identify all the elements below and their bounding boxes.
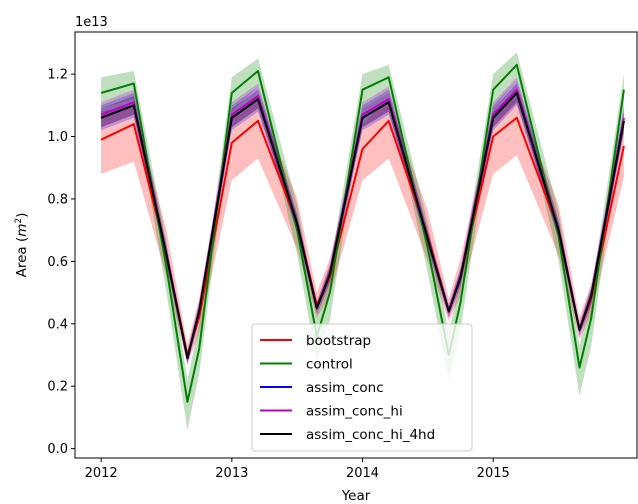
legend: bootstrap control assim_conc assim_conc_hia… — [251, 323, 473, 452]
series-lines — [100, 63, 625, 403]
band-bootstrap — [101, 96, 624, 365]
legend-frame — [251, 323, 473, 452]
legend-label-control: control — [306, 357, 353, 373]
line-assim_conc_hi_4hd — [100, 91, 625, 360]
y-tick-label: 1.2 — [47, 68, 68, 83]
y-tick-label: 0.0 — [47, 442, 68, 457]
uncertainty-bands — [101, 52, 624, 430]
legend-label-assim_conc_hi_4hd: assim_conc_hi_4hd — [306, 427, 435, 443]
x-tick-label: 2012 — [85, 466, 118, 481]
y-offset-label: 1e13 — [75, 15, 108, 30]
legend-label-bootstrap: bootstrap — [306, 333, 371, 349]
y-axis-label-unit-exponent: 2 — [14, 218, 24, 224]
y-tick-label: 0.8 — [47, 192, 68, 207]
x-tick-label: 2015 — [477, 466, 510, 481]
x-tick-label: 2013 — [215, 466, 248, 481]
y-tick-label: 0.4 — [47, 317, 68, 332]
x-tick-label: 2014 — [346, 466, 379, 481]
y-axis-label: Area (m2) — [14, 213, 30, 278]
y-axis-ticks: 0.0 0.2 0.4 0.6 0.8 1.0 1.2 — [47, 68, 75, 457]
y-axis-label-text: Area — [14, 246, 30, 277]
y-tick-label: 0.2 — [47, 380, 68, 395]
legend-label-assim_conc_hi: assim_conc_hi — [306, 404, 403, 420]
y-tick-label: 0.6 — [47, 255, 68, 270]
legend-label-assim_conc: assim_conc — [306, 380, 384, 396]
x-axis-ticks: 2012 2013 2014 2015 — [85, 458, 510, 481]
x-axis-label: Year — [341, 488, 371, 504]
y-tick-label: 1.0 — [47, 130, 68, 145]
line-control — [100, 63, 625, 403]
plot-frame — [74, 31, 638, 459]
y-axis-label-unit: m — [14, 224, 30, 237]
